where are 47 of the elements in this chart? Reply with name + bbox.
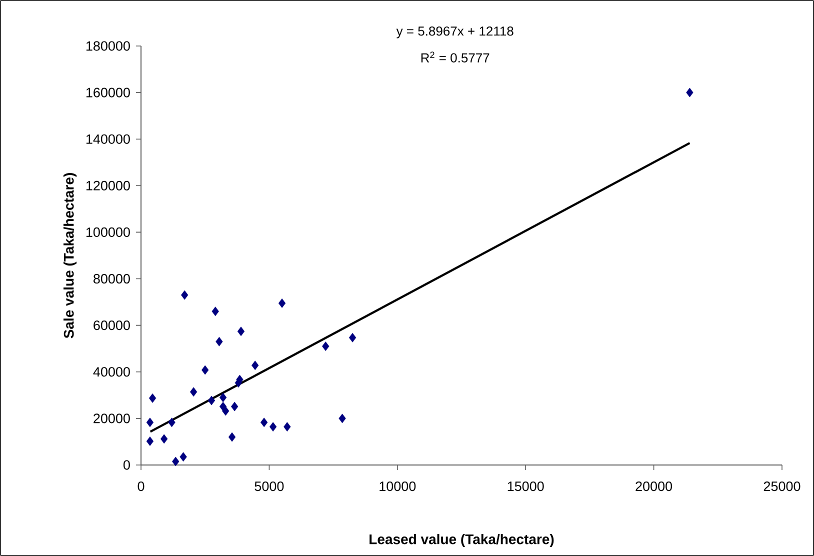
y-axis-title: Sale value (Taka/hectare) xyxy=(64,173,77,338)
point xyxy=(190,387,198,397)
y-tick-label: 180000 xyxy=(86,41,130,51)
point xyxy=(338,414,346,424)
y-tick-label: 120000 xyxy=(86,180,130,190)
point xyxy=(168,418,176,428)
point xyxy=(231,402,238,412)
point xyxy=(181,290,188,300)
point xyxy=(686,88,694,98)
point xyxy=(252,360,259,370)
y-tick-label: 0 xyxy=(124,460,130,470)
x-tick-label: 20000 xyxy=(636,482,672,492)
point xyxy=(212,306,219,316)
point xyxy=(228,432,236,442)
point xyxy=(160,434,168,444)
point xyxy=(348,332,356,342)
y-tick-label: 140000 xyxy=(86,134,130,144)
y-tick-label: 100000 xyxy=(86,227,130,237)
y-tick-label: 60000 xyxy=(94,320,130,330)
text: y = 5.8967x + 12118 xyxy=(396,26,514,38)
point xyxy=(260,418,268,428)
point xyxy=(219,392,227,402)
x-tick-label: 10000 xyxy=(380,482,416,492)
point xyxy=(269,422,277,432)
x-tick-label: 5000 xyxy=(254,482,284,492)
y-tick-label: 160000 xyxy=(86,88,130,98)
point xyxy=(322,342,330,351)
point xyxy=(148,393,156,403)
point xyxy=(146,436,154,446)
x-tick-label: 25000 xyxy=(764,482,800,492)
point xyxy=(146,418,154,428)
y-tick-label: 20000 xyxy=(94,414,130,424)
point xyxy=(237,326,245,336)
x-tick-label: 0 xyxy=(138,482,144,492)
point xyxy=(172,456,180,466)
annotation: R$^{2}$ = 0.5777 xyxy=(421,52,490,62)
point xyxy=(208,396,216,406)
point xyxy=(222,406,230,416)
point xyxy=(284,422,291,432)
x-axis-title: Leased value (Taka/hectare) xyxy=(370,534,554,547)
x-tick-label: 15000 xyxy=(508,482,544,492)
point xyxy=(202,365,209,375)
point xyxy=(180,452,187,462)
point xyxy=(278,298,286,308)
y-tick-label: 40000 xyxy=(93,367,130,377)
y-tick-label: 80000 xyxy=(94,274,130,284)
point xyxy=(216,336,223,346)
